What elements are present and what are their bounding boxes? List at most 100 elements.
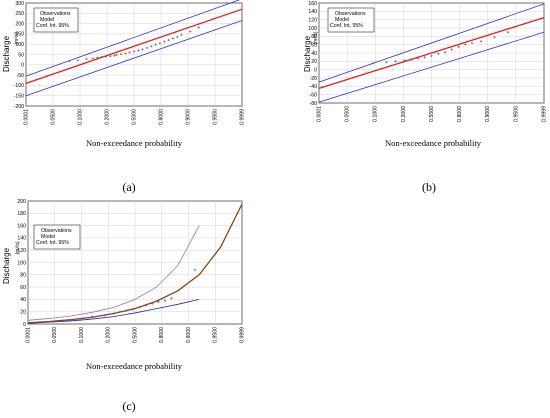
y-axis-label-a: Discharge: [2, 35, 11, 72]
x-tick-label: 0.9000: [185, 109, 191, 125]
observation-point: [157, 300, 160, 304]
observation-point: [76, 59, 80, 62]
x-tick-label: 0.9999: [239, 109, 245, 125]
observation-point: [91, 315, 94, 318]
legend-ci-b: Conf. Int. 95%: [330, 23, 363, 29]
x-tick-label: 0.5000: [131, 109, 137, 125]
confidence-interval-b: [318, 3, 545, 103]
chart-panel-b: 160 140 120 100 80 60 40 20 0 -20 -40 -60 -80 0.0001…: [303, 1, 547, 194]
x-tick-label: 0.0001: [23, 109, 29, 125]
y-ticks-a: 300 250 200 150 100 50 0 -50 -100 -150 -200: [14, 1, 25, 110]
x-ticks-c: 0.0001 0.0500 0.1000 0.2000 0.5000 0.8000 0.90…: [25, 327, 245, 343]
y-tick-label: 60: [20, 285, 26, 291]
x-axis-label-b: Non-exceedance probability: [385, 138, 482, 148]
observation-point: [113, 54, 116, 57]
observation-point: [109, 54, 112, 58]
y-tick-label: -50: [17, 73, 25, 79]
y-axis-unit-b: (m³/s): [313, 31, 319, 44]
confidence-interval-c: [27, 225, 200, 324]
model-line: [25, 8, 243, 84]
observation-point: [394, 60, 397, 63]
y-ticks-b: 160 140 120 100 80 60 40 20 0 -20 -40 -60 -80: [308, 1, 317, 107]
ci-upper-line: [318, 3, 545, 83]
y-tick-label: 140: [308, 9, 317, 15]
observation-point: [479, 40, 483, 43]
caption-c: (c): [122, 399, 135, 413]
observation-point: [423, 55, 426, 59]
model-line-a: [25, 8, 243, 84]
observation-point: [118, 310, 122, 313]
legend-ci-c: Conf. Int. 95%: [36, 240, 69, 246]
y-tick-label: -20: [310, 76, 318, 82]
observation-point: [437, 52, 440, 56]
x-tick-label: 0.2000: [104, 109, 110, 125]
observation-point: [96, 56, 99, 59]
ci-upper-line: [25, 0, 241, 77]
observation-point: [115, 53, 118, 57]
x-tick-label: 0.5000: [429, 106, 435, 122]
observation-point: [154, 43, 157, 46]
legend-observations-a: Observations: [40, 11, 71, 17]
observation-point: [506, 30, 510, 34]
observation-point: [145, 46, 149, 50]
legend-model-b: Model: [335, 17, 349, 23]
model-line-c: [27, 203, 243, 324]
x-tick-label: 0.0001: [316, 106, 322, 122]
x-tick-label: 0.5000: [132, 327, 138, 343]
observation-point: [188, 30, 192, 33]
y-tick-label: -200: [14, 104, 24, 110]
y-axis-label-c: Discharge: [2, 247, 11, 284]
y-tick-label: 0: [23, 322, 26, 328]
y-axis-label-b: Discharge: [303, 35, 312, 72]
y-tick-label: 180: [17, 211, 26, 217]
y-tick-label: -100: [14, 83, 24, 89]
grid-c: [27, 200, 243, 325]
x-tick-label: 0.0500: [345, 106, 351, 122]
x-tick-label: 0.2000: [106, 327, 112, 343]
legend-model-c: Model: [41, 234, 55, 240]
x-axis-label-c: Non-exceedance probability: [86, 361, 183, 371]
y-tick-label: 0: [21, 63, 24, 69]
observation-point: [170, 296, 173, 300]
legend-observations-b: Observations: [335, 11, 366, 17]
legend-observations-c: Observations: [41, 228, 72, 234]
y-tick-label: 100: [308, 26, 317, 32]
y-tick-label: 200: [17, 199, 26, 205]
observation-point: [171, 37, 175, 40]
y-tick-label: 250: [15, 11, 24, 17]
x-tick-label: 0.0500: [52, 327, 58, 343]
observation-point: [450, 48, 453, 51]
y-tick-label: 60: [311, 42, 317, 48]
observation-point: [119, 52, 123, 56]
x-tick-label: 0.8000: [457, 106, 463, 122]
observation-point: [144, 304, 147, 307]
observations-c: [91, 268, 197, 318]
x-tick-label: 0.9999: [541, 106, 547, 122]
observations-a: [68, 26, 200, 63]
observation-point: [493, 35, 496, 39]
observation-point: [138, 306, 141, 309]
observation-point: [68, 59, 71, 63]
y-tick-label: 20: [311, 59, 317, 65]
observation-point: [163, 40, 166, 43]
x-tick-label: 0.2000: [401, 106, 407, 122]
observation-point: [163, 299, 167, 302]
observation-point: [104, 55, 108, 58]
y-axis-unit-a: (m³/s): [14, 31, 20, 44]
observation-point: [150, 302, 154, 305]
y-tick-label: 120: [17, 248, 26, 254]
y-tick-label: 100: [15, 42, 24, 48]
confidence-interval-a: [25, 0, 243, 97]
y-tick-label: 200: [15, 21, 24, 27]
observation-point: [167, 38, 170, 42]
y-tick-label: 40: [20, 297, 26, 303]
x-tick-label: 0.1000: [373, 106, 379, 122]
legend-a: Observations Model Conf. Int. 95%: [33, 7, 79, 33]
observation-point: [158, 41, 162, 45]
legend-b: Observations Model Conf. Int. 95%: [327, 7, 375, 33]
x-ticks-a: 0.0001 0.0500 0.1000 0.2000 0.5000 0.8000 0.90…: [23, 109, 245, 125]
y-tick-label: -40: [310, 84, 318, 90]
caption-b: (b): [422, 180, 436, 194]
